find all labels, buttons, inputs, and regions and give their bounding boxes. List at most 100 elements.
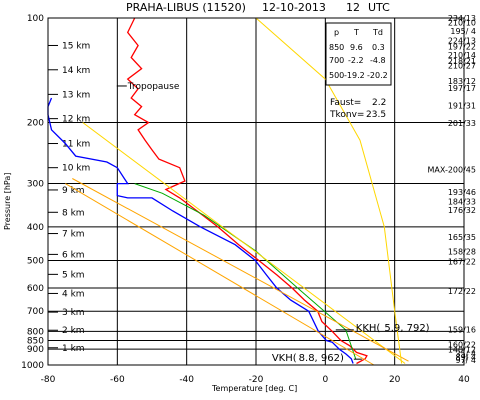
y-tick-label: 800	[27, 327, 44, 337]
height-label: 8 km	[62, 208, 85, 218]
height-label: 6 km	[62, 250, 85, 260]
index-tkonv-label: Tkonv=	[329, 110, 364, 120]
wind-label: 140/12	[448, 346, 476, 355]
wind-label: 158/28	[448, 248, 476, 257]
table-row-850: 850 9.6 0.3	[329, 43, 385, 52]
index-faust-label: Faust=	[330, 98, 361, 108]
sounding-table: p T Td 850 9.6 0.3 700 -2.2 -4.8 500-19.2 -20…	[325, 22, 392, 86]
wind-label: 184/33	[448, 198, 476, 207]
index-faust: Faust= 2.2	[330, 98, 386, 108]
table-cell-t: 9.6	[350, 43, 363, 52]
series-guide_steep	[255, 17, 403, 364]
chart-hour-unit: UTC	[368, 1, 390, 14]
wind-label: 224/13	[448, 36, 476, 45]
y-axis-label: Pressure [hPa]	[3, 173, 12, 230]
index-faust-value: 2.2	[372, 98, 386, 108]
table-cell-td: -20.2	[367, 71, 388, 80]
x-axis-label: Temperature [deg. C]	[211, 384, 297, 393]
chart-date: 12-10-2013	[262, 1, 326, 14]
axes: -80 -60 -40 -20 0 20 40 100 200 300 400 500 600 700 80…	[21, 14, 470, 385]
wind-label: 218/21	[448, 57, 476, 66]
index-tkonv-value: 23.5	[366, 110, 386, 120]
height-label: 9 km	[62, 186, 85, 196]
x-tick-label: -40	[179, 375, 194, 385]
wind-label: 89/ 4	[455, 353, 476, 362]
y-tick-label: 300	[27, 180, 44, 190]
wind-label: 176/32	[448, 206, 476, 215]
series-temperature	[126, 17, 368, 365]
height-label: 4 km	[62, 289, 85, 299]
wind-label: 210/27	[448, 61, 476, 70]
wind-label: 167/22	[448, 258, 476, 267]
vkh-label: VKH(8.8, 962)	[272, 353, 344, 364]
y-tick-label: 100	[27, 14, 44, 24]
y-tick-label: 850	[27, 337, 44, 347]
vkh-label-prefix: VKH(	[272, 353, 297, 364]
height-label: 11 km	[62, 140, 90, 150]
index-tkonv: Tkonv= 23.5	[329, 110, 386, 120]
height-label: 10 km	[62, 164, 90, 174]
kkh-label: KKH(5.9, 792)	[356, 323, 430, 334]
wind-label: 165/35	[448, 233, 476, 242]
wind-label: 159/16	[448, 325, 476, 334]
y-tick-label: 400	[27, 223, 44, 233]
height-label: 2 km	[62, 326, 85, 336]
series-guide_moist	[65, 183, 375, 366]
wind-label: 191/31	[448, 102, 476, 111]
height-label: 1 km	[62, 344, 85, 354]
x-tick-label: 0	[322, 375, 328, 385]
chart-title: PRAHA-LIBUS (11520)	[126, 1, 246, 14]
wind-label: MAX-200/45	[428, 165, 477, 174]
wind-label: 197/22	[448, 43, 476, 52]
height-labels: 1 km 2 km 3 km 4 km 5 km 6 km 7 km 8 km 9 km 10 k…	[48, 41, 90, 354]
y-tick-label: 700	[27, 307, 44, 317]
x-tick-label: 40	[458, 375, 470, 385]
kkh-label-prefix: KKH(	[356, 323, 381, 334]
y-tick-label: 200	[27, 118, 44, 128]
wind-label: 160/22	[448, 341, 476, 350]
table-header-p: p	[334, 28, 339, 37]
table-frame	[325, 22, 392, 86]
table-cell-p: 500	[329, 71, 344, 80]
height-label: 12 km	[62, 115, 90, 125]
wind-label: 195/ 4	[450, 27, 476, 36]
table-cell-t: -19.2	[344, 71, 365, 80]
series-guide_moist_upper	[72, 178, 409, 362]
wind-label: 172/22	[448, 287, 476, 296]
wind-label: 234/13	[448, 14, 476, 23]
height-label: 15 km	[62, 41, 90, 51]
wind-label: 97/ 4	[455, 356, 476, 365]
height-label: 13 km	[62, 90, 90, 100]
wind-label: 197/17	[448, 84, 476, 93]
kkh-label-value: 5.9, 792)	[384, 323, 429, 334]
series-dewpoint	[47, 97, 354, 364]
wind-label: 193/46	[448, 188, 476, 197]
height-label: 3 km	[62, 308, 85, 318]
wind-label: 210/10	[448, 18, 476, 27]
vkh-label-value: 8.8, 962)	[299, 353, 344, 364]
x-tick-label: -80	[41, 375, 56, 385]
x-tick-label: -60	[110, 375, 125, 385]
height-label: 7 km	[62, 230, 85, 240]
y-tick-label: 1000	[21, 361, 44, 371]
wind-label: 201/33	[448, 119, 476, 128]
x-tick-label: -20	[249, 375, 264, 385]
y-tick-label: 900	[27, 345, 44, 355]
table-cell-td: 0.3	[372, 43, 385, 52]
height-label: 14 km	[62, 66, 90, 76]
plot-frame	[47, 17, 465, 366]
table-row-700: 700 -2.2 -4.8	[329, 56, 386, 65]
wind-label: 210/14	[448, 51, 476, 60]
wind-label: 183/12	[448, 77, 476, 86]
tropopause-label: Tropopause	[127, 82, 180, 92]
y-tick-label: 600	[27, 284, 44, 294]
table-cell-t: -2.2	[348, 56, 364, 65]
table-cell-p: 700	[329, 56, 344, 65]
table-header-t: T	[353, 28, 359, 37]
height-label: 5 km	[62, 270, 85, 280]
table-header-td: Td	[372, 28, 383, 37]
table-cell-p: 850	[329, 43, 344, 52]
